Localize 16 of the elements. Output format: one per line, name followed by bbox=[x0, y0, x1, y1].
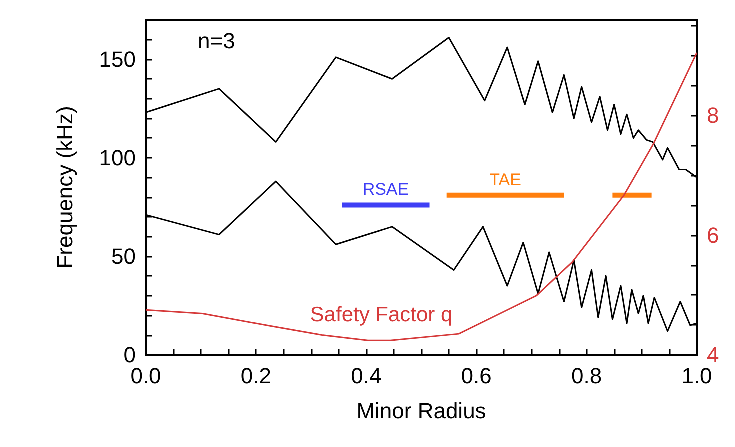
x-axis-title: Minor Radius bbox=[356, 398, 486, 424]
series-label: TAE bbox=[490, 170, 522, 190]
series-label: Safety Factor q bbox=[310, 304, 453, 327]
y-tick-label: 50 bbox=[112, 244, 136, 269]
y-axis-title: Frequency (kHz) bbox=[52, 106, 78, 269]
series-label: RSAE bbox=[362, 180, 410, 200]
y2-tick-label: 8 bbox=[707, 103, 720, 128]
x-tick-label: 0.2 bbox=[240, 364, 272, 388]
y2-tick-label: 6 bbox=[707, 222, 720, 248]
y-tick-label: 100 bbox=[99, 145, 136, 170]
annotation: n=3 bbox=[198, 28, 236, 54]
y-tick-label: 150 bbox=[99, 46, 136, 72]
x-tick-label: 0.4 bbox=[351, 364, 382, 388]
line-series bbox=[145, 52, 698, 342]
x-tick-label: 0.8 bbox=[572, 364, 602, 388]
x-tick-label: 0.6 bbox=[461, 364, 492, 388]
